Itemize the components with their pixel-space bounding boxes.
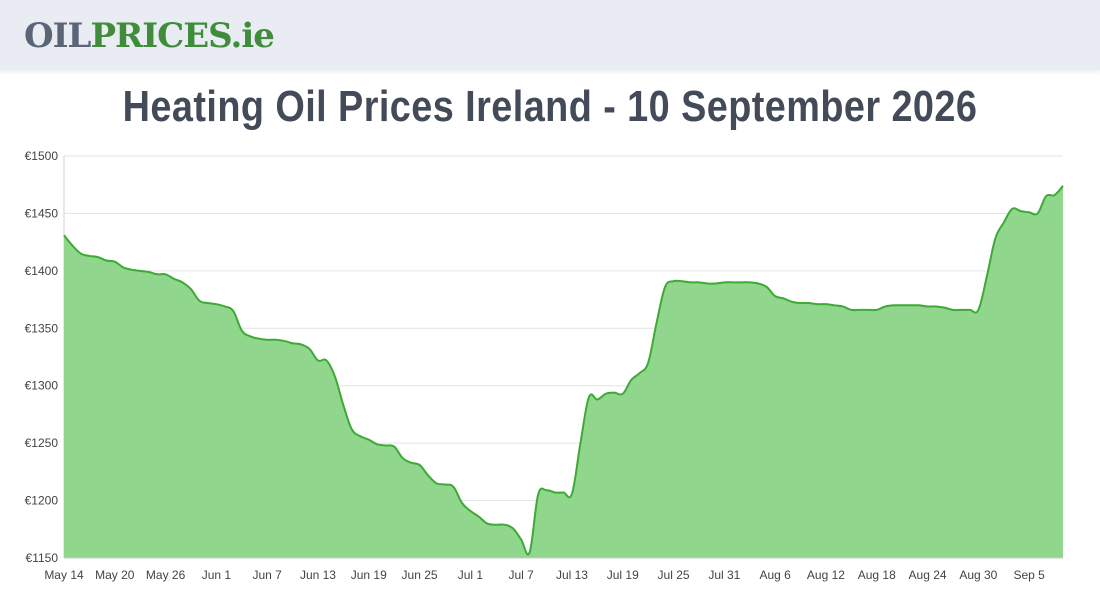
logo-tld: .ie xyxy=(230,16,274,56)
y-tick-label: €1200 xyxy=(25,494,59,508)
x-tick-label: Jul 19 xyxy=(607,568,639,582)
y-tick-label: €1500 xyxy=(25,149,59,163)
x-tick-label: Jul 31 xyxy=(708,568,740,582)
series-line xyxy=(63,185,1064,556)
site-logo[interactable]: OILPRICES.ie xyxy=(24,14,275,58)
x-tick-label: Jul 13 xyxy=(556,568,588,582)
x-axis: May 14 May 20 May 26 Jun 1 Jun 7 Jun 13 Jun 19… xyxy=(44,557,1063,582)
logo-oil: OIL xyxy=(24,16,91,56)
x-tick-label: Jun 1 xyxy=(202,568,232,582)
y-axis: €1150 €1200 €1250 €1300 €1350 €1400 €1450 €1500 xyxy=(25,149,65,565)
x-tick-label: May 20 xyxy=(95,568,135,582)
x-tick-label: Aug 24 xyxy=(909,568,947,582)
x-tick-label: Sep 5 xyxy=(1013,568,1045,582)
x-tick-label: Jun 25 xyxy=(402,568,438,582)
x-tick-label: Jun 19 xyxy=(351,568,387,582)
y-tick-label: €1350 xyxy=(25,321,59,335)
series-layer xyxy=(63,185,1064,559)
x-tick-label: Jul 1 xyxy=(458,568,484,582)
x-tick-label: May 14 xyxy=(44,568,84,582)
y-tick-label: €1450 xyxy=(25,206,59,220)
y-tick-label: €1250 xyxy=(25,436,59,450)
x-tick-label: Jun 13 xyxy=(300,568,336,582)
series-area xyxy=(64,185,1063,559)
y-tick-label: €1400 xyxy=(25,264,59,278)
x-tick-label: Aug 6 xyxy=(759,568,791,582)
y-tick-label: €1300 xyxy=(25,379,59,393)
x-tick-label: Aug 12 xyxy=(807,568,845,582)
page-title: Heating Oil Prices Ireland - 10 Septembe… xyxy=(122,82,978,131)
y-tick-label: €1150 xyxy=(26,551,59,565)
x-tick-label: Jun 7 xyxy=(253,568,283,582)
x-tick-label: Aug 30 xyxy=(959,568,997,582)
x-tick-label: Jul 7 xyxy=(508,568,534,582)
x-tick-label: Aug 18 xyxy=(858,568,896,582)
x-tick-label: May 26 xyxy=(146,568,186,582)
x-tick-label: Jul 25 xyxy=(658,568,690,582)
top-bar: OILPRICES.ie xyxy=(0,0,1100,70)
logo-prices: PRICES xyxy=(90,16,231,56)
